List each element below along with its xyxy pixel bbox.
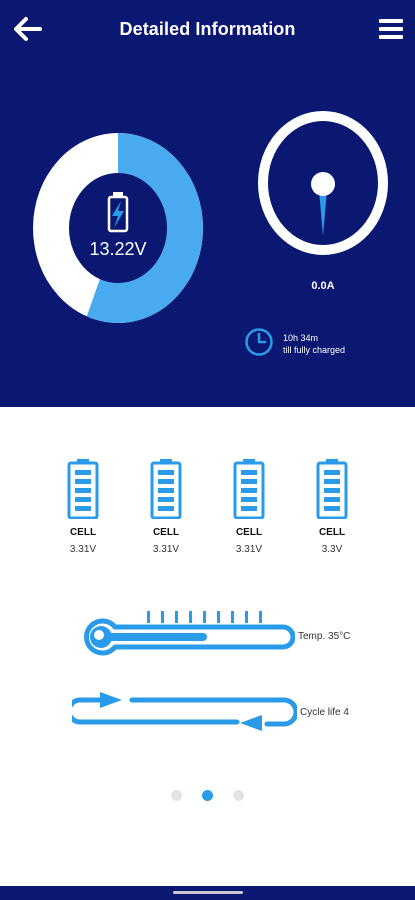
- cell-label: CELL: [152, 527, 180, 538]
- clock-icon: [245, 328, 273, 356]
- page-title: Detailed Information: [119, 19, 296, 39]
- hamburger-menu-icon[interactable]: [377, 15, 405, 43]
- charge-time-value: 10h 34m: [283, 333, 319, 343]
- voltage-donut: 13.22V: [33, 133, 203, 323]
- cell-label: CELL: [69, 527, 97, 538]
- cell-item: CELL 3.31V: [53, 459, 113, 555]
- cell-voltage: 3.3V: [321, 544, 343, 555]
- voltage-value: 13.22V: [89, 239, 147, 259]
- cell-list: CELL 3.31V CELL 3.31V: [0, 459, 415, 569]
- cell-voltage: 3.31V: [152, 544, 180, 555]
- page-dot-active[interactable]: [202, 790, 213, 801]
- battery-cell-icon: [316, 459, 348, 519]
- current-value: 0.0A: [311, 280, 335, 292]
- arrow-left-icon[interactable]: [10, 13, 44, 45]
- cell-voltage: 3.31V: [69, 544, 97, 555]
- voltage-donut-chart: [33, 133, 203, 323]
- cycle-life-label: Cycle life 4: [300, 707, 349, 718]
- cell-item: CELL 3.31V: [219, 459, 279, 555]
- cell-item: CELL 3.3V: [302, 459, 362, 555]
- cycle-arrows-icon: [72, 692, 297, 731]
- charge-time: 10h 34m till fully charged: [283, 332, 345, 356]
- cell-item: CELL 3.31V: [136, 459, 196, 555]
- temperature-label: Temp. 35°C: [298, 631, 351, 642]
- page-dot[interactable]: [233, 790, 244, 801]
- home-indicator[interactable]: [173, 891, 243, 894]
- current-gauge: [256, 108, 390, 258]
- battery-cell-icon: [233, 459, 265, 519]
- battery-cell-icon: [150, 459, 182, 519]
- battery-cell-icon: [67, 459, 99, 519]
- thermometer-icon: [84, 611, 295, 656]
- charge-time-caption: till fully charged: [283, 345, 346, 355]
- page-dot[interactable]: [171, 790, 182, 801]
- cell-label: CELL: [235, 527, 263, 538]
- battery-charging-icon: [107, 192, 129, 233]
- cell-voltage: 3.31V: [235, 544, 263, 555]
- page-indicator: [0, 788, 415, 802]
- gauge-needle-icon: [258, 111, 388, 255]
- cell-label: CELL: [318, 527, 346, 538]
- summary-panel: Detailed Information 13.22V: [0, 0, 415, 407]
